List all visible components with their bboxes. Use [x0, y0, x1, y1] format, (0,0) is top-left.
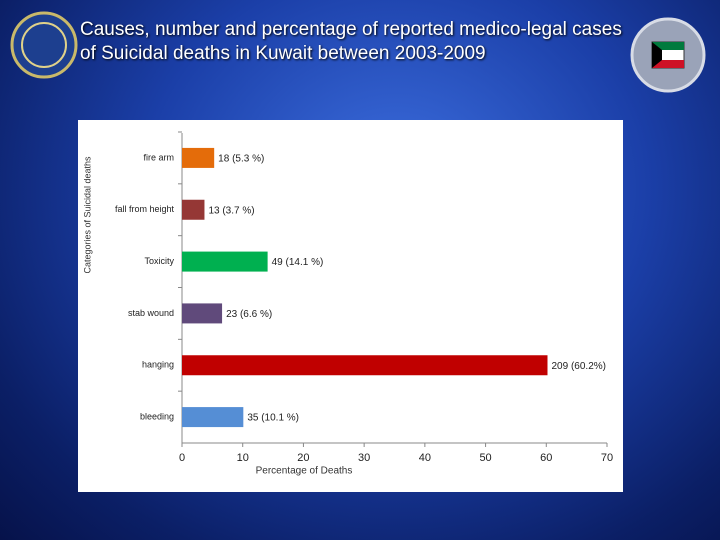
x-tick-label: 0 — [179, 452, 185, 464]
value-label: 49 (14.1 %) — [272, 257, 324, 268]
x-axis-label: Percentage of Deaths — [256, 466, 353, 477]
bar — [182, 251, 268, 272]
bar — [182, 355, 548, 376]
x-tick-label: 20 — [297, 452, 309, 464]
slide-title: Causes, number and percentage of reporte… — [80, 19, 622, 64]
flag-red — [652, 60, 684, 68]
x-tick-label: 60 — [540, 452, 552, 464]
x-tick-label: 50 — [479, 452, 491, 464]
chart-area — [78, 120, 623, 492]
x-tick-label: 70 — [601, 452, 613, 464]
bar — [182, 407, 244, 428]
y-tick-label: stab wound — [128, 308, 174, 318]
x-tick-label: 30 — [358, 452, 370, 464]
y-tick-label: hanging — [142, 360, 174, 370]
bar — [182, 147, 215, 168]
x-tick-label: 40 — [419, 452, 431, 464]
y-tick-label: bleeding — [140, 411, 174, 421]
flag-green — [652, 42, 684, 50]
y-axis-label: Categories of Suicidal deaths — [82, 156, 92, 274]
value-label: 13 (3.7 %) — [208, 205, 254, 216]
y-tick-label: Toxicity — [144, 256, 174, 266]
value-label: 35 (10.1 %) — [247, 413, 299, 424]
x-tick-label: 10 — [237, 452, 249, 464]
left-logo-ring — [21, 22, 67, 68]
bar — [182, 303, 223, 324]
value-label: 18 (5.3 %) — [218, 154, 264, 165]
y-tick-label: fall from height — [115, 204, 175, 214]
flag-black — [652, 42, 662, 68]
value-label: 23 (6.6 %) — [226, 309, 272, 320]
y-tick-label: fire arm — [143, 152, 174, 162]
bar — [182, 199, 205, 220]
value-label: 209 (60.2%) — [552, 361, 606, 372]
